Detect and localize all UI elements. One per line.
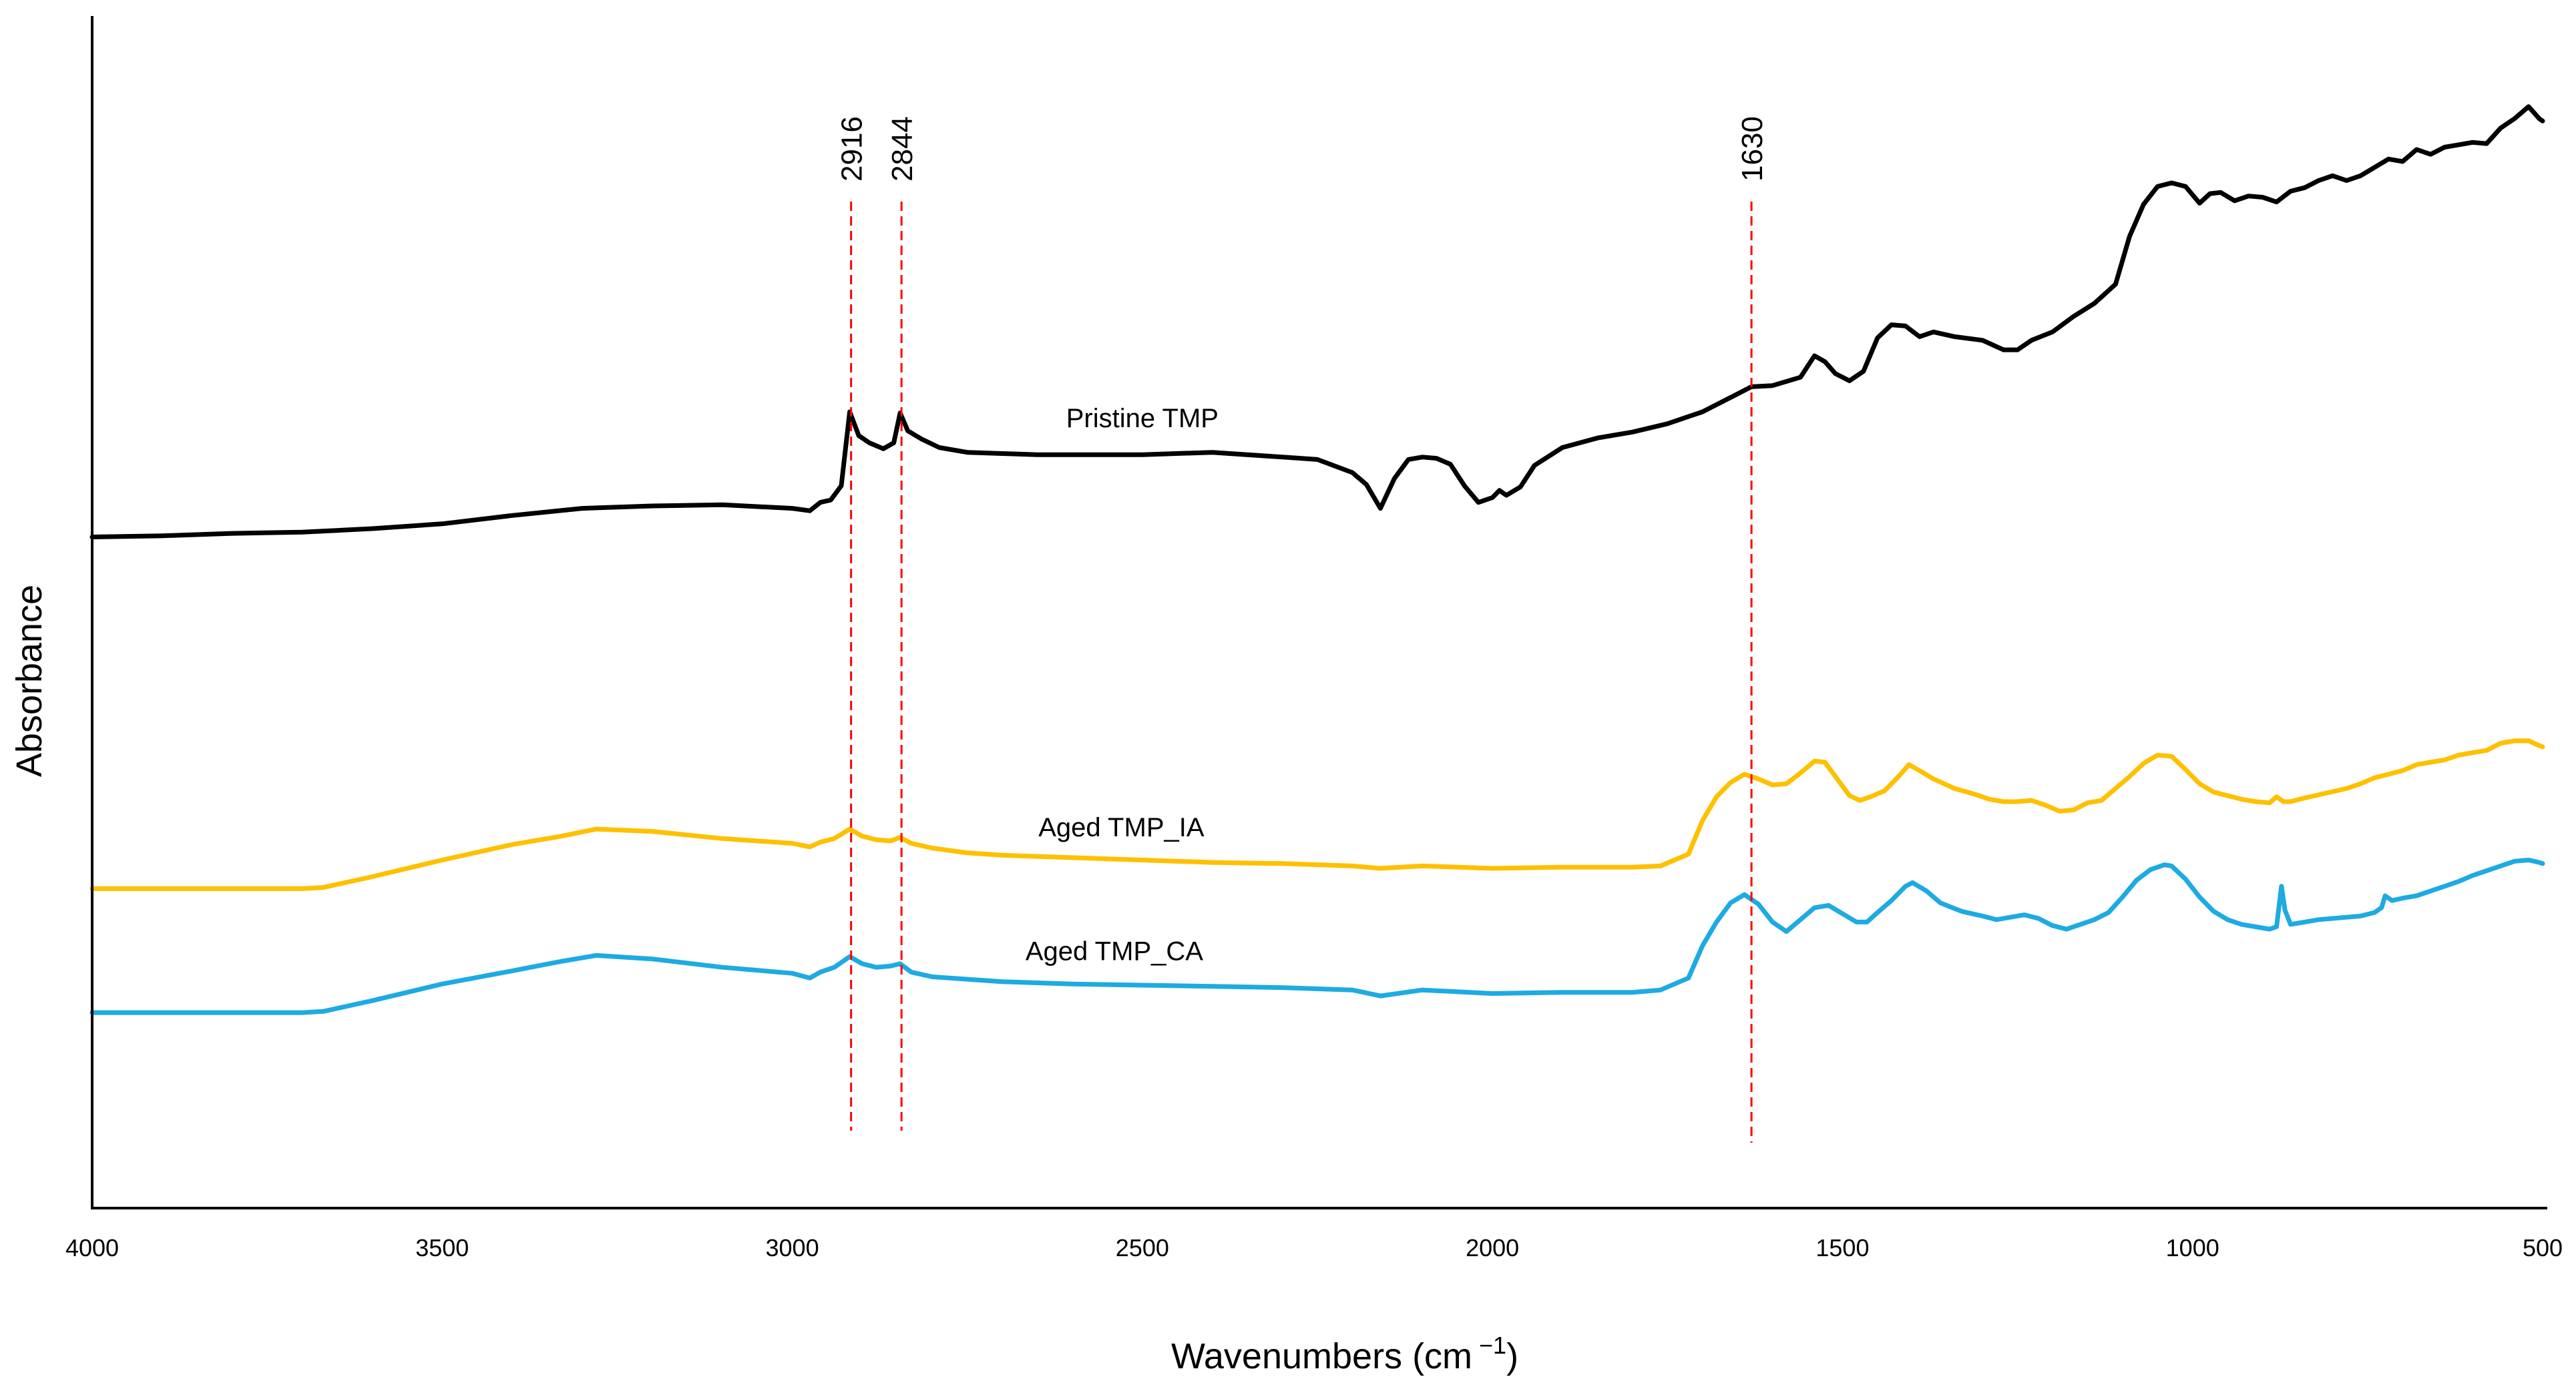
x-tick-label-3000: 3000 (766, 1234, 819, 1262)
peak-marker-label-2916: 2916 (836, 116, 869, 182)
x-tick-label-4000: 4000 (65, 1234, 119, 1262)
x-tick-label-3500: 3500 (415, 1234, 469, 1262)
y-axis-title: Absorbance (9, 585, 49, 777)
series-line-aged-tmp-ia (89, 738, 2545, 891)
series-label-aged-tmp-ca: Aged TMP_CA (1026, 937, 1203, 966)
x-axis-title: Wavenumbers (cm −1) (1171, 1332, 1518, 1376)
plot-area: Pristine TMP Aged TMP_IA Aged TMP_CA 2916 28… (89, 104, 2545, 1143)
x-axis-title-superscript: −1 (1479, 1332, 1506, 1359)
x-tick-label-2000: 2000 (1466, 1234, 1519, 1262)
peak-marker-label-2844: 2844 (886, 116, 919, 182)
x-tick-label-500: 500 (2523, 1234, 2563, 1262)
series-label-aged-tmp-ia: Aged TMP_IA (1038, 813, 1205, 842)
x-tick-label-1000: 1000 (2166, 1234, 2219, 1262)
series-line-pristine-tmp (89, 104, 2545, 539)
x-axis-title-main: Wavenumbers (cm (1171, 1336, 1472, 1376)
x-axis-title-close: ) (1506, 1336, 1518, 1376)
x-tick-label-2500: 2500 (1116, 1234, 1169, 1262)
series-label-pristine-tmp: Pristine TMP (1066, 404, 1219, 433)
series-line-aged-tmp-ca (89, 858, 2545, 1015)
x-tick-label-1500: 1500 (1815, 1234, 1869, 1262)
peak-marker-label-1630: 1630 (1736, 116, 1769, 182)
x-tick-labels: 4000 3500 3000 2500 2000 1500 1000 500 (65, 1234, 2563, 1262)
